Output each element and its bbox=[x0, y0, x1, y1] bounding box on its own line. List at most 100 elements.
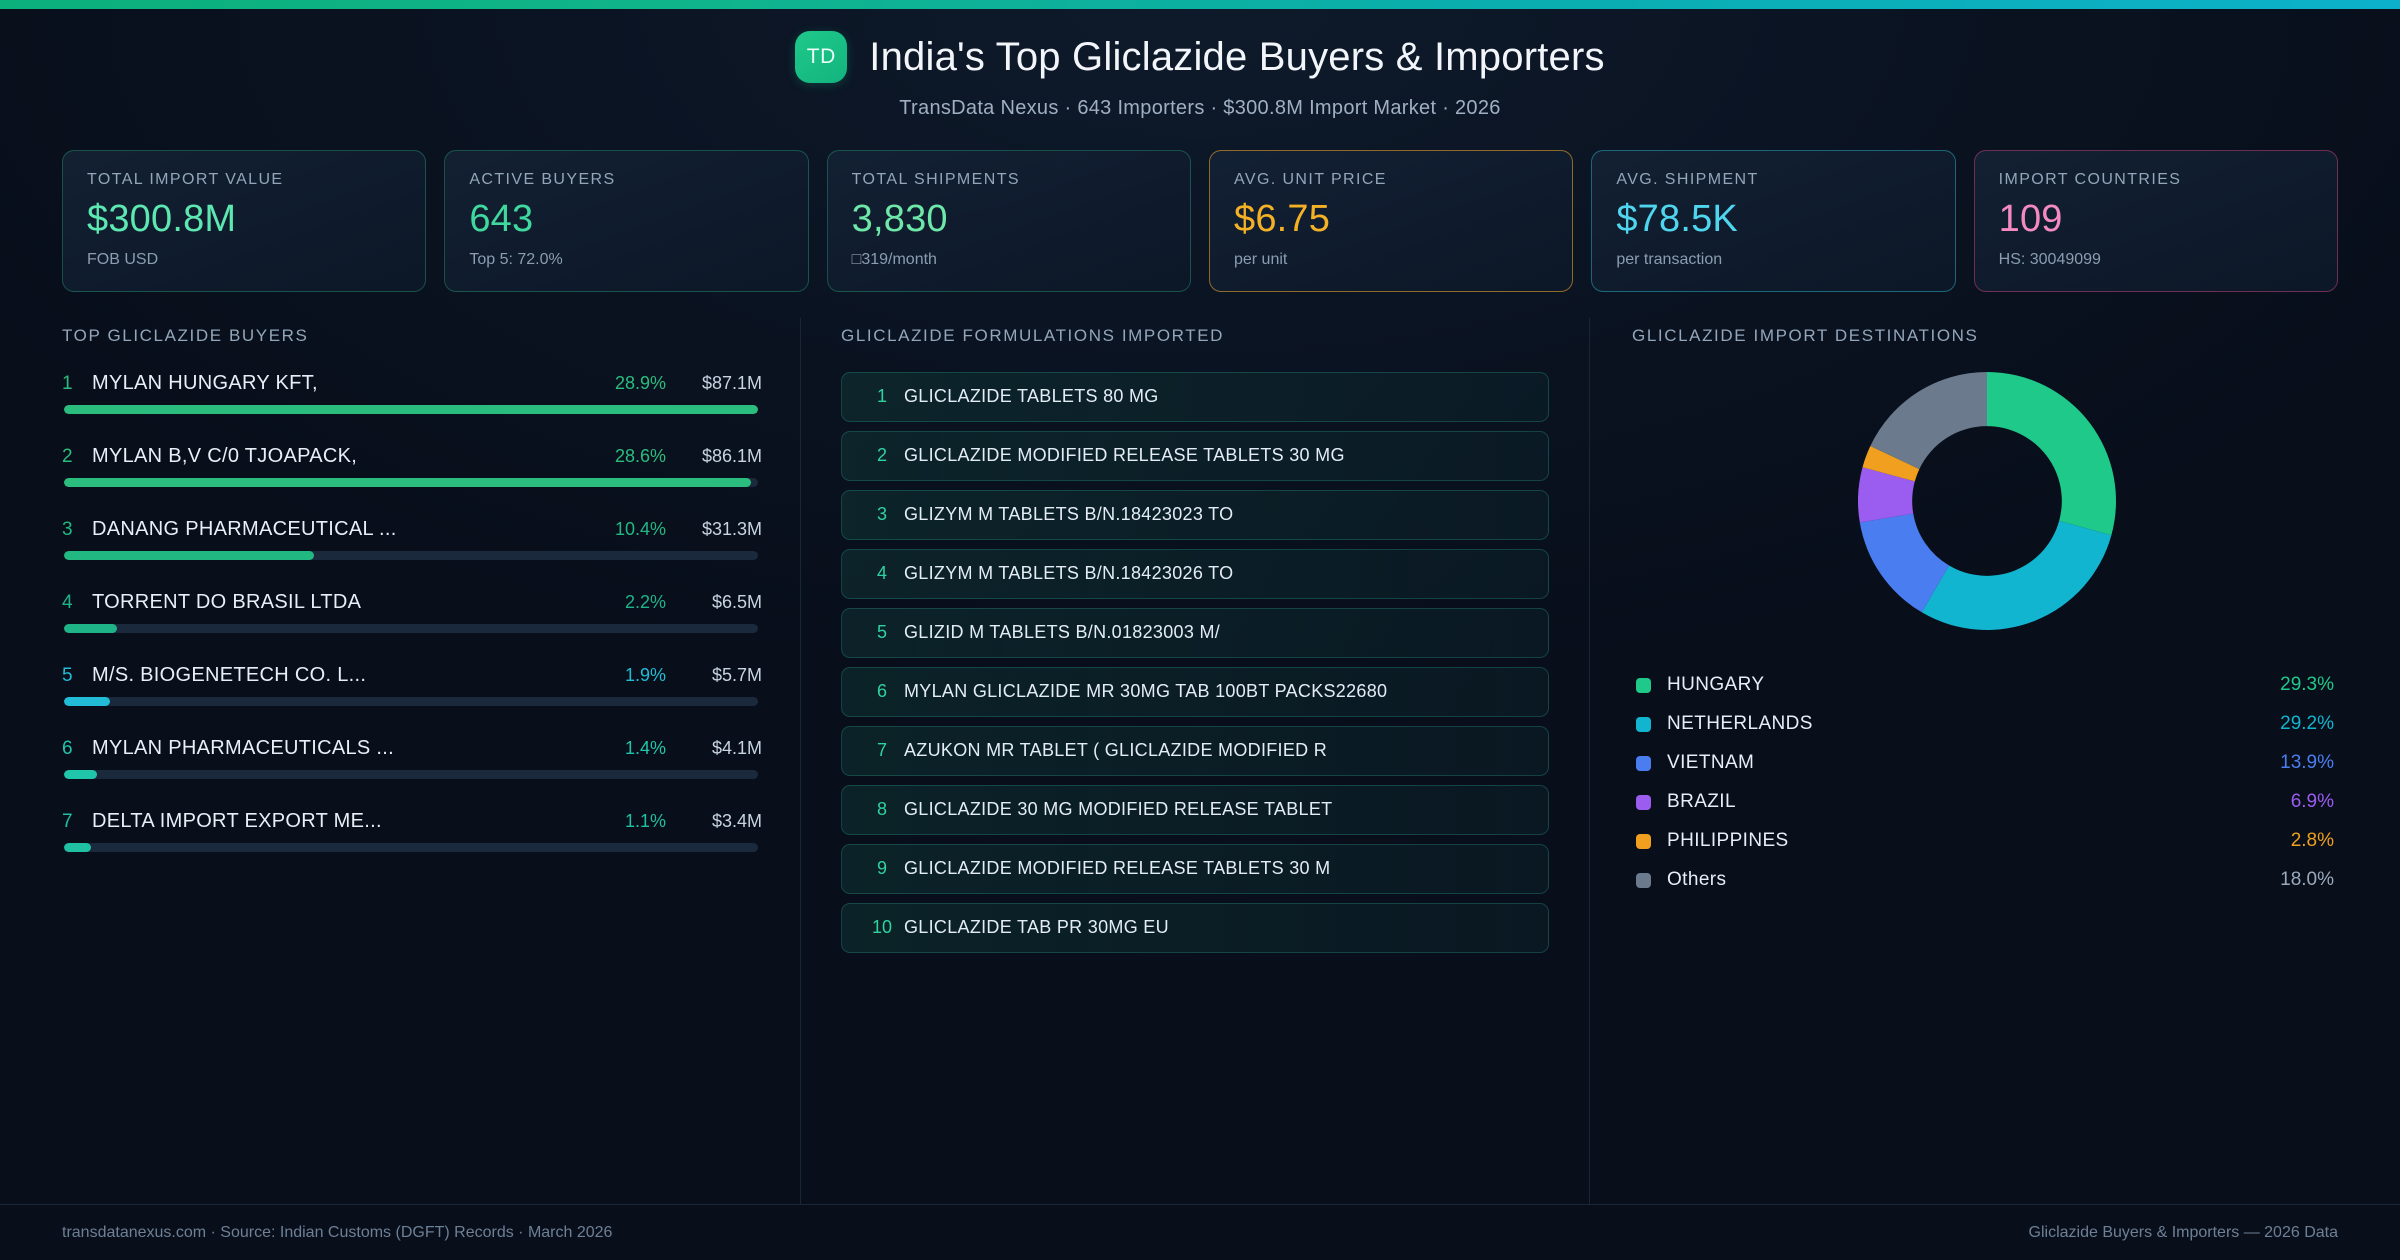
legend-row[interactable]: PHILIPPINES 2.8% bbox=[1636, 822, 2334, 861]
buyer-row[interactable]: 1 MYLAN HUNGARY KFT, 28.9% $87.1M bbox=[62, 372, 762, 414]
donut-slice[interactable] bbox=[1862, 445, 1920, 482]
formulation-name: GLIZYM M TABLETS B/N.18423023 TO bbox=[904, 504, 1234, 525]
buyer-row-header: 7 DELTA IMPORT EXPORT ME... 1.1% $3.4M bbox=[62, 810, 762, 833]
donut-chart-wrap bbox=[1632, 371, 2342, 630]
buyer-row[interactable]: 6 MYLAN PHARMACEUTICALS ... 1.4% $4.1M bbox=[62, 737, 762, 779]
formulation-name: AZUKON MR TABLET ( GLICLAZIDE MODIFIED R bbox=[904, 740, 1328, 761]
formulation-rank: 3 bbox=[876, 504, 887, 525]
buyer-share-percent: 1.1% bbox=[624, 810, 666, 831]
formulation-name: GLIZYM M TABLETS B/N.18423026 TO bbox=[904, 563, 1234, 584]
buyer-share-percent: 1.9% bbox=[624, 664, 666, 685]
legend-row[interactable]: Others 18.0% bbox=[1636, 861, 2334, 900]
top-buyers-panel: TOP GLICLAZIDE BUYERS 1 MYLAN HUNGARY KFT… bbox=[0, 318, 800, 1204]
legend-label: VIETNAM bbox=[1667, 752, 1755, 774]
buyer-rank: 7 bbox=[62, 810, 73, 832]
formulation-item[interactable]: 9 GLICLAZIDE MODIFIED RELEASE TABLETS 30 … bbox=[841, 843, 1549, 894]
brand-gradient-rail bbox=[0, 0, 2400, 9]
page-title: India's Top Gliclazide Buyers & Importer… bbox=[869, 34, 1605, 79]
buyer-name: DELTA IMPORT EXPORT ME... bbox=[92, 809, 382, 832]
buyer-name: TORRENT DO BRASIL LTDA bbox=[92, 590, 362, 613]
legend-label: Others bbox=[1667, 869, 1727, 891]
kpi-card: TOTAL SHIPMENTS 3,830 □319/month bbox=[826, 150, 1191, 292]
buyers-list: 1 MYLAN HUNGARY KFT, 28.9% $87.1M 2 MYLAN B,V… bbox=[62, 372, 762, 852]
legend-row[interactable]: NETHERLANDS 29.2% bbox=[1636, 705, 2334, 744]
buyer-row[interactable]: 2 MYLAN B,V C/0 TJOAPACK, 28.6% $86.1M bbox=[62, 445, 762, 487]
formulation-name: MYLAN GLICLAZIDE MR 30MG TAB 100BT PACKS… bbox=[904, 681, 1388, 702]
legend-row[interactable]: BRAZIL 6.9% bbox=[1636, 783, 2334, 822]
formulation-item[interactable]: 7 AZUKON MR TABLET ( GLICLAZIDE MODIFIED … bbox=[841, 725, 1549, 776]
donut-slice[interactable] bbox=[1858, 467, 1915, 523]
formulation-item[interactable]: 10 GLICLAZIDE TAB PR 30MG EU bbox=[841, 902, 1549, 953]
buyer-bar-fill bbox=[64, 696, 110, 706]
destinations-panel: GLICLAZIDE IMPORT DESTINATIONS HUNGARY 29… bbox=[1590, 318, 2400, 1204]
buyer-bar-track bbox=[64, 769, 758, 779]
formulation-rank: 7 bbox=[876, 740, 887, 761]
buyer-row-header: 3 DANANG PHARMACEUTICAL ... 10.4% $31.3M bbox=[62, 518, 762, 541]
buyer-share-percent: 28.9% bbox=[614, 372, 666, 393]
legend-swatch-icon bbox=[1636, 872, 1651, 888]
buyer-bar-track bbox=[64, 477, 758, 487]
formulation-rank: 4 bbox=[876, 563, 887, 584]
buyer-row[interactable]: 7 DELTA IMPORT EXPORT ME... 1.1% $3.4M bbox=[62, 810, 762, 852]
buyer-import-value: $4.1M bbox=[711, 737, 762, 758]
legend-percent: 29.3% bbox=[2280, 674, 2334, 696]
donut-slice[interactable] bbox=[1987, 371, 2116, 536]
kpi-value: $6.75 bbox=[1233, 198, 1331, 240]
formulation-name: GLICLAZIDE MODIFIED RELEASE TABLETS 30 M… bbox=[904, 445, 1345, 466]
kpi-card: ACTIVE BUYERS 643 Top 5: 72.0% bbox=[444, 150, 809, 292]
formulations-panel: GLICLAZIDE FORMULATIONS IMPORTED 1 GLICLA… bbox=[800, 317, 1590, 1204]
formulation-item[interactable]: 3 GLIZYM M TABLETS B/N.18423023 TO bbox=[841, 489, 1549, 540]
formulation-item[interactable]: 2 GLICLAZIDE MODIFIED RELEASE TABLETS 30 … bbox=[841, 430, 1549, 481]
buyer-row[interactable]: 3 DANANG PHARMACEUTICAL ... 10.4% $31.3M bbox=[62, 518, 762, 560]
buyer-import-value: $31.3M bbox=[701, 518, 762, 539]
donut-chart bbox=[1858, 371, 2116, 630]
kpi-subtext: per unit bbox=[1233, 250, 1288, 268]
kpi-card: TOTAL IMPORT VALUE $300.8M FOB USD bbox=[62, 150, 427, 292]
buyer-name: DANANG PHARMACEUTICAL ... bbox=[92, 517, 397, 540]
buyer-bar-track bbox=[64, 842, 758, 852]
legend-percent: 13.9% bbox=[2280, 752, 2334, 774]
formulation-rank: 5 bbox=[876, 622, 887, 643]
formulation-item[interactable]: 1 GLICLAZIDE TABLETS 80 MG bbox=[841, 371, 1549, 422]
buyer-row[interactable]: 5 M/S. BIOGENETECH CO. L... 1.9% $5.7M bbox=[62, 664, 762, 706]
kpi-label: TOTAL IMPORT VALUE bbox=[87, 171, 284, 188]
formulation-item[interactable]: 8 GLICLAZIDE 30 MG MODIFIED RELEASE TABLE… bbox=[841, 784, 1549, 835]
buyer-bar-fill bbox=[64, 477, 752, 487]
buyer-share-percent: 2.2% bbox=[624, 591, 666, 612]
donut-slice[interactable] bbox=[1870, 371, 1987, 469]
donut-slice[interactable] bbox=[1921, 520, 2112, 630]
legend-swatch-icon bbox=[1636, 833, 1651, 849]
kpi-label: IMPORT COUNTRIES bbox=[1998, 171, 2182, 188]
formulation-item[interactable]: 5 GLIZID M TABLETS B/N.01823003 M/ bbox=[841, 607, 1549, 658]
buyer-rank: 2 bbox=[62, 445, 73, 467]
brand-logo-badge: TD bbox=[795, 31, 848, 83]
kpi-subtext: HS: 30049099 bbox=[1998, 250, 2101, 268]
legend-label: HUNGARY bbox=[1667, 674, 1765, 696]
buyer-row-header: 4 TORRENT DO BRASIL LTDA 2.2% $6.5M bbox=[62, 591, 762, 614]
formulation-rank: 10 bbox=[871, 917, 893, 938]
kpi-card: AVG. SHIPMENT $78.5K per transaction bbox=[1591, 150, 1956, 292]
kpi-label: TOTAL SHIPMENTS bbox=[851, 171, 1020, 188]
donut-slice[interactable] bbox=[1859, 513, 1950, 613]
legend-percent: 2.8% bbox=[2290, 830, 2334, 852]
kpi-subtext: Top 5: 72.0% bbox=[469, 250, 563, 268]
buyer-rank: 6 bbox=[62, 737, 73, 759]
buyer-bar-track bbox=[64, 623, 758, 633]
kpi-value: $78.5K bbox=[1616, 198, 1738, 240]
legend-row[interactable]: HUNGARY 29.3% bbox=[1636, 666, 2334, 705]
formulation-item[interactable]: 4 GLIZYM M TABLETS B/N.18423026 TO bbox=[841, 548, 1549, 599]
legend-row[interactable]: VIETNAM 13.9% bbox=[1636, 744, 2334, 783]
formulation-rank: 1 bbox=[876, 386, 887, 407]
legend-label: NETHERLANDS bbox=[1667, 713, 1813, 735]
kpi-value: $300.8M bbox=[87, 198, 237, 240]
formulations-list: 1 GLICLAZIDE TABLETS 80 MG 2 GLICLAZIDE MOD… bbox=[841, 371, 1549, 953]
buyer-import-value: $86.1M bbox=[701, 445, 762, 466]
formulation-rank: 8 bbox=[876, 799, 887, 820]
kpi-subtext: per transaction bbox=[1616, 250, 1723, 268]
formulation-rank: 6 bbox=[876, 681, 887, 702]
buyer-name: MYLAN HUNGARY KFT, bbox=[92, 371, 318, 394]
formulation-item[interactable]: 6 MYLAN GLICLAZIDE MR 30MG TAB 100BT PACK… bbox=[841, 666, 1549, 717]
buyer-row[interactable]: 4 TORRENT DO BRASIL LTDA 2.2% $6.5M bbox=[62, 591, 762, 633]
dashboard-body: TOP GLICLAZIDE BUYERS 1 MYLAN HUNGARY KFT… bbox=[0, 292, 2400, 1204]
buyer-rank: 3 bbox=[62, 518, 73, 540]
